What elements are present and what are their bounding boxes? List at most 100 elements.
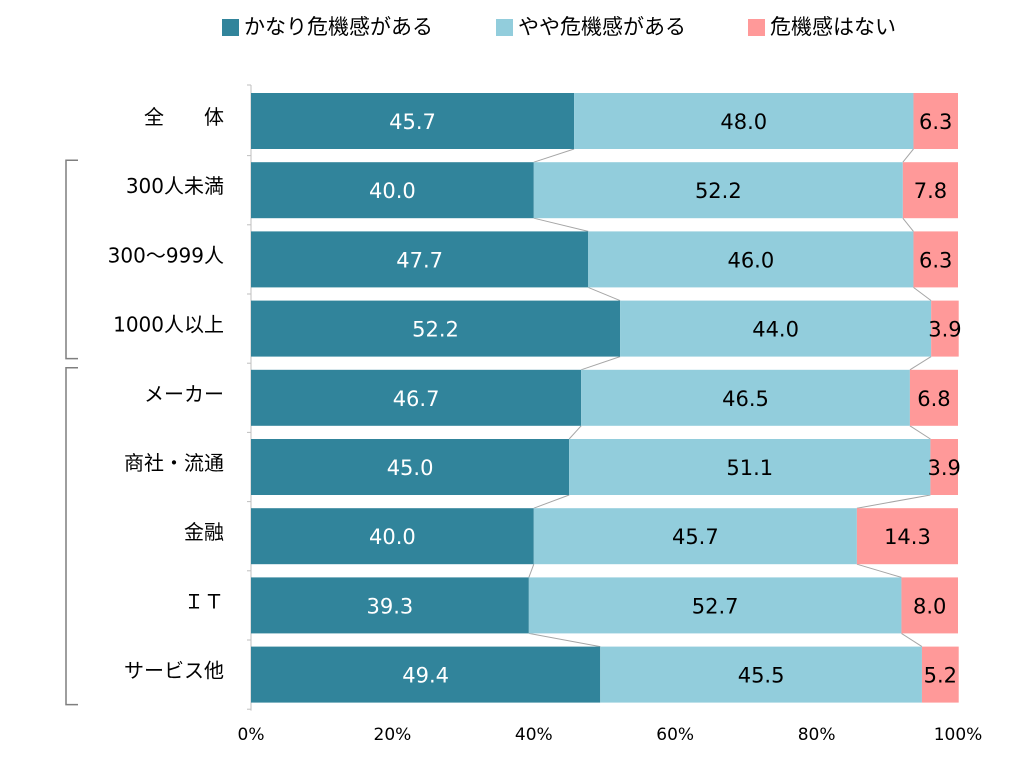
category-label: 商社・流通 [124,451,224,475]
data-label: 39.3 [367,594,414,618]
data-label: 49.4 [402,664,449,688]
x-axis-tick-labels: 0% 20% 40% 60% 80% 100% [238,725,983,745]
data-label: 47.7 [396,248,443,272]
legend-swatch-2 [748,19,765,36]
data-label: 45.7 [389,110,436,134]
data-label: 48.0 [720,110,767,134]
data-label: 3.9 [928,318,961,342]
series-line [528,632,601,648]
bar-segment-2 [901,577,958,634]
category-axis [247,84,252,711]
bar-segment-2 [921,646,959,703]
data-label: 45.5 [738,664,785,688]
data-label: 52.2 [695,179,742,203]
category-label: 全 体 [144,105,224,129]
bar-segment-1 [528,577,902,634]
bar-segment-1 [620,300,932,357]
bar-segment-2 [913,93,958,149]
bar-segment-0 [251,300,621,357]
bars: 45.7 48.0 6.3 40.0 52.2 7.8 47.7 46.0 6.3 52.2 44.… [251,93,962,703]
series-line [528,564,535,578]
x-tick-label: 0% [238,725,265,745]
series-line [902,148,914,163]
data-label: 8.0 [913,594,946,618]
bar-segment-0 [251,93,575,149]
category-label: ＩＴ [184,589,224,613]
data-label: 51.1 [726,456,773,480]
x-tick-label: 80% [798,725,836,745]
bar-segment-1 [588,231,914,288]
legend-label-1: やや危機感がある [518,15,686,39]
group-bracket-1 [65,367,78,706]
series-lines [528,148,932,648]
data-label: 40.0 [369,525,416,549]
series-line [588,286,621,302]
category-label: 金融 [184,520,224,544]
data-label: 7.8 [914,179,947,203]
legend: かなり危機感がある やや危機感がある 危機感はない [222,15,896,39]
bar-segment-0 [251,369,582,426]
data-label: 46.5 [722,387,769,411]
category-label: サービス他 [124,659,224,683]
x-tick-label: 20% [374,725,412,745]
x-tick-label: 100% [934,725,983,745]
x-tick-label: 60% [656,725,694,745]
category-label: メーカー [144,382,224,406]
data-label: 40.0 [369,179,416,203]
series-line [913,286,932,302]
bar-segment-1 [574,93,914,149]
bar-segment-0 [251,577,529,634]
data-label: 14.3 [884,525,931,549]
group-bracket-0 [65,159,78,360]
series-line [901,632,923,648]
bar-segment-0 [251,231,589,288]
legend-label-2: 危機感はない [770,15,896,39]
category-label: 300～999人 [108,243,224,267]
bar-segment-1 [600,646,922,703]
data-label: 46.0 [727,248,774,272]
category-label: 1000人以上 [113,313,224,337]
series-line [856,563,902,578]
data-label: 45.0 [387,456,434,480]
bar-segment-2 [856,508,958,565]
legend-label-0: かなり危機感がある [244,15,433,39]
bar-segment-0 [251,508,534,565]
series-line [581,356,621,371]
data-label: 6.3 [919,248,952,272]
bar-segment-1 [533,508,857,565]
bar-segment-1 [533,162,903,219]
bar-segment-2 [909,369,958,426]
x-tick-label: 40% [515,725,553,745]
legend-swatch-1 [496,19,513,36]
bar-segment-0 [251,162,534,219]
bar-segment-2 [913,231,958,288]
data-label: 52.7 [692,594,739,618]
series-line [533,148,575,163]
series-line [909,356,932,371]
data-label: 46.7 [393,387,440,411]
bar-segment-1 [581,369,910,426]
bar-segment-0 [251,646,601,703]
series-line [533,494,570,509]
category-group-brackets [65,159,78,706]
series-line [568,425,582,440]
legend-swatch-0 [222,19,239,36]
bar-segment-1 [569,439,931,495]
data-label: 6.8 [917,387,950,411]
data-label: 6.3 [919,110,952,134]
category-label: 300人未満 [126,174,224,198]
series-line [533,217,589,232]
bar-segment-0 [251,439,570,495]
data-label: 52.2 [412,318,459,342]
series-line [856,494,931,509]
data-label: 44.0 [752,318,799,342]
data-label: 5.2 [924,664,957,688]
data-label: 45.7 [672,525,719,549]
data-label: 3.9 [928,456,961,480]
series-line [902,217,914,232]
bar-segment-2 [931,300,959,357]
bar-segment-2 [902,162,958,219]
series-line [909,425,931,440]
